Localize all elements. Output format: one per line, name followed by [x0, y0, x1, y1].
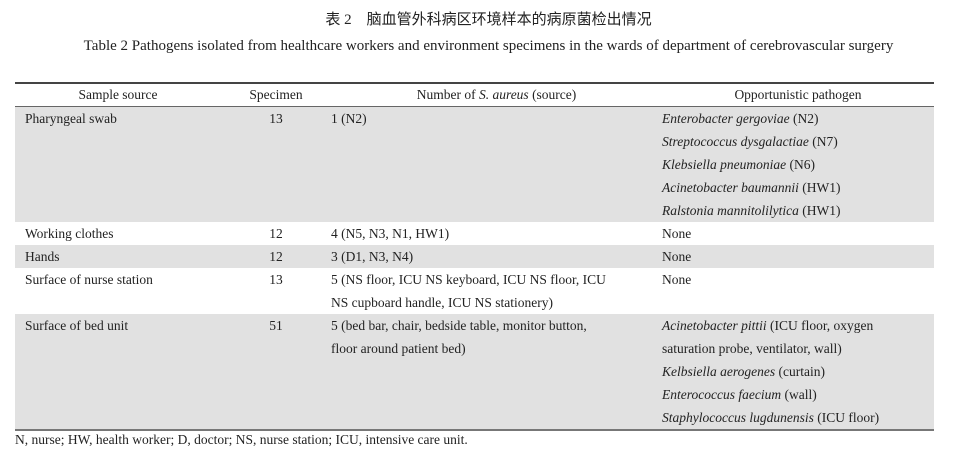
table-header-row: Sample source Specimen Number of S. aure…	[15, 83, 934, 107]
pathogen-entry: Enterococcus faecium (wall)	[662, 387, 817, 402]
pathogen-entry: None	[662, 272, 692, 287]
cell-pathogens: Enterobacter gergoviae (N2) Streptococcus…	[662, 106, 934, 222]
cell-aureus: 3 (D1, N3, N4)	[331, 245, 662, 268]
header-number-aureus: Number of S. aureus (source)	[416, 87, 577, 102]
table-row: Hands 12 3 (D1, N3, N4) None	[15, 245, 934, 268]
cell-pathogens: None	[662, 268, 934, 314]
cell-aureus: 4 (N5, N3, N1, HW1)	[331, 222, 662, 245]
pathogen-entry: Acinetobacter baumannii (HW1)	[662, 180, 841, 195]
aureus-line: 5 (NS floor, ICU NS keyboard, ICU NS flo…	[331, 272, 606, 287]
header-specimen: Specimen	[249, 87, 303, 102]
table-row: Surface of bed unit 51 5 (bed bar, chair…	[15, 314, 934, 430]
cell-specimen: 12	[221, 245, 331, 268]
pathogen-entry: Ralstonia mannitolilytica (HW1)	[662, 203, 841, 218]
pathogen-entry: Kelbsiella aerogenes (curtain)	[662, 364, 825, 379]
cell-specimen: 13	[221, 106, 331, 222]
cell-specimen: 12	[269, 226, 283, 241]
aureus-line: 4 (N5, N3, N1, HW1)	[331, 226, 450, 241]
pathogen-entry: None	[662, 249, 692, 264]
pathogen-entry: Acinetobacter pittii (ICU floor, oxygen	[662, 318, 874, 333]
pathogen-entry: Enterobacter gergoviae (N2)	[662, 111, 819, 126]
header-sample-source: Sample source	[78, 87, 158, 102]
cell-sample-source: Pharyngeal swab	[15, 106, 221, 222]
cell-pathogens: Acinetobacter pittii (ICU floor, oxygen s…	[662, 314, 934, 430]
aureus-line: floor around patient bed)	[331, 341, 466, 356]
pathogen-table: Sample source Specimen Number of S. aure…	[15, 82, 934, 431]
cell-sample-source: Working clothes	[25, 226, 114, 241]
table-title-chinese: 表 2 脑血管外科病区环境样本的病原菌检出情况	[325, 12, 652, 28]
aureus-line: 1 (N2)	[331, 111, 367, 126]
table-row: Surface of nurse station 13 5 (NS floor,…	[15, 268, 934, 314]
pathogen-entry: None	[662, 226, 692, 241]
pathogen-entry: Streptococcus dysgalactiae (N7)	[662, 134, 838, 149]
pathogen-entry: Klebsiella pneumoniae (N6)	[662, 157, 815, 172]
header-opportunistic-pathogen: Opportunistic pathogen	[734, 87, 862, 102]
cell-aureus: 5 (bed bar, chair, bedside table, monito…	[331, 314, 662, 430]
table-row: Pharyngeal swab 13 1 (N2) Enterobacter g…	[15, 106, 934, 222]
table-title-english: Table 2 Pathogens isolated from healthca…	[83, 38, 894, 54]
table-row: Working clothes 12 4 (N5, N3, N1, HW1) N…	[15, 222, 934, 245]
cell-sample-source: Surface of bed unit	[15, 314, 221, 430]
pathogen-entry: saturation probe, ventilator, wall)	[662, 341, 842, 356]
aureus-line: 3 (D1, N3, N4)	[331, 249, 414, 264]
cell-specimen: 51	[221, 314, 331, 430]
cell-specimen: 13	[269, 272, 283, 287]
cell-pathogens: None	[662, 222, 934, 245]
cell-aureus: 1 (N2)	[331, 106, 662, 222]
cell-sample-source: Surface of nurse station	[25, 272, 153, 287]
cell-aureus: 5 (NS floor, ICU NS keyboard, ICU NS flo…	[331, 268, 662, 314]
pathogen-entry: Staphylococcus lugdunensis (ICU floor)	[662, 410, 880, 425]
table-footnote: N, nurse; HW, health worker; D, doctor; …	[15, 432, 468, 447]
cell-pathogens: None	[662, 245, 934, 268]
aureus-line: NS cupboard handle, ICU NS stationery)	[331, 295, 553, 310]
aureus-line: 5 (bed bar, chair, bedside table, monito…	[331, 318, 587, 333]
cell-sample-source: Hands	[15, 245, 221, 268]
